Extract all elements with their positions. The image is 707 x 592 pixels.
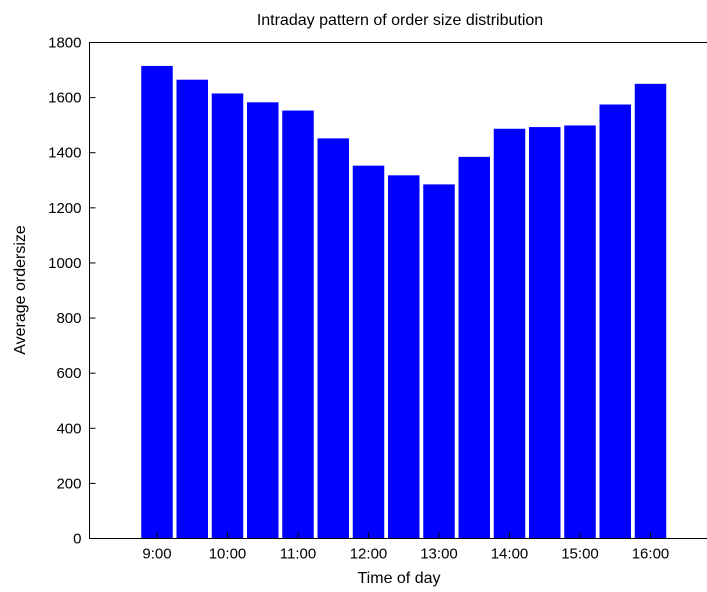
- bar-2: [211, 93, 244, 539]
- bar-14: [634, 83, 667, 539]
- x-tick-label-7: 16:00: [632, 546, 670, 563]
- y-tick-label-7: 1400: [48, 145, 81, 162]
- y-axis: 0 200 400 600 800 1000 1200 1400 1600 1800: [48, 35, 96, 548]
- bar-0: [141, 65, 173, 539]
- axes-box: [89, 42, 707, 539]
- bar-4: [282, 110, 314, 539]
- x-tick-label-1: 10:00: [209, 546, 247, 563]
- chart-title: Intraday pattern of order size distribut…: [257, 12, 543, 29]
- plot-area: 0 200 400 600 800 1000 1200 1400 1600 1800 9:00 10…: [48, 35, 707, 563]
- y-tick-label-5: 1000: [48, 255, 81, 272]
- bar-1: [176, 79, 208, 539]
- y-tick-label-1: 200: [56, 475, 81, 492]
- y-tick-label-8: 1600: [48, 90, 81, 107]
- x-tick-label-2: 11:00: [280, 546, 316, 563]
- y-tick-label-9: 1800: [48, 35, 81, 52]
- bar-12: [564, 125, 596, 539]
- bar-9: [458, 156, 490, 539]
- x-axis: 9:00 10:00 11:00 12:00 13:00 14:00 15:00 16:00: [142, 532, 670, 563]
- x-tick-label-5: 14:00: [491, 546, 529, 563]
- y-axis-title: Average ordersize: [12, 225, 29, 355]
- bar-7: [388, 175, 420, 539]
- bar-13: [599, 104, 631, 539]
- x-tick-label-4: 13:00: [420, 546, 458, 563]
- y-tick-label-2: 400: [56, 420, 81, 437]
- bar-11: [529, 127, 561, 539]
- y-tick-label-6: 1200: [48, 200, 81, 217]
- y-tick-label-4: 800: [56, 310, 81, 327]
- y-tick-label-3: 600: [56, 365, 81, 382]
- bars: [141, 65, 667, 539]
- bar-8: [423, 184, 455, 539]
- x-tick-label-0: 9:00: [142, 546, 171, 563]
- y-tick-label-0: 0: [73, 531, 81, 548]
- bar-6: [352, 165, 385, 539]
- bar-5: [317, 138, 349, 539]
- bar-10: [493, 128, 526, 539]
- x-axis-title: Time of day: [358, 570, 441, 587]
- x-tick-label-6: 15:00: [561, 546, 599, 563]
- bar-3: [247, 102, 279, 539]
- x-tick-label-3: 12:00: [350, 546, 388, 563]
